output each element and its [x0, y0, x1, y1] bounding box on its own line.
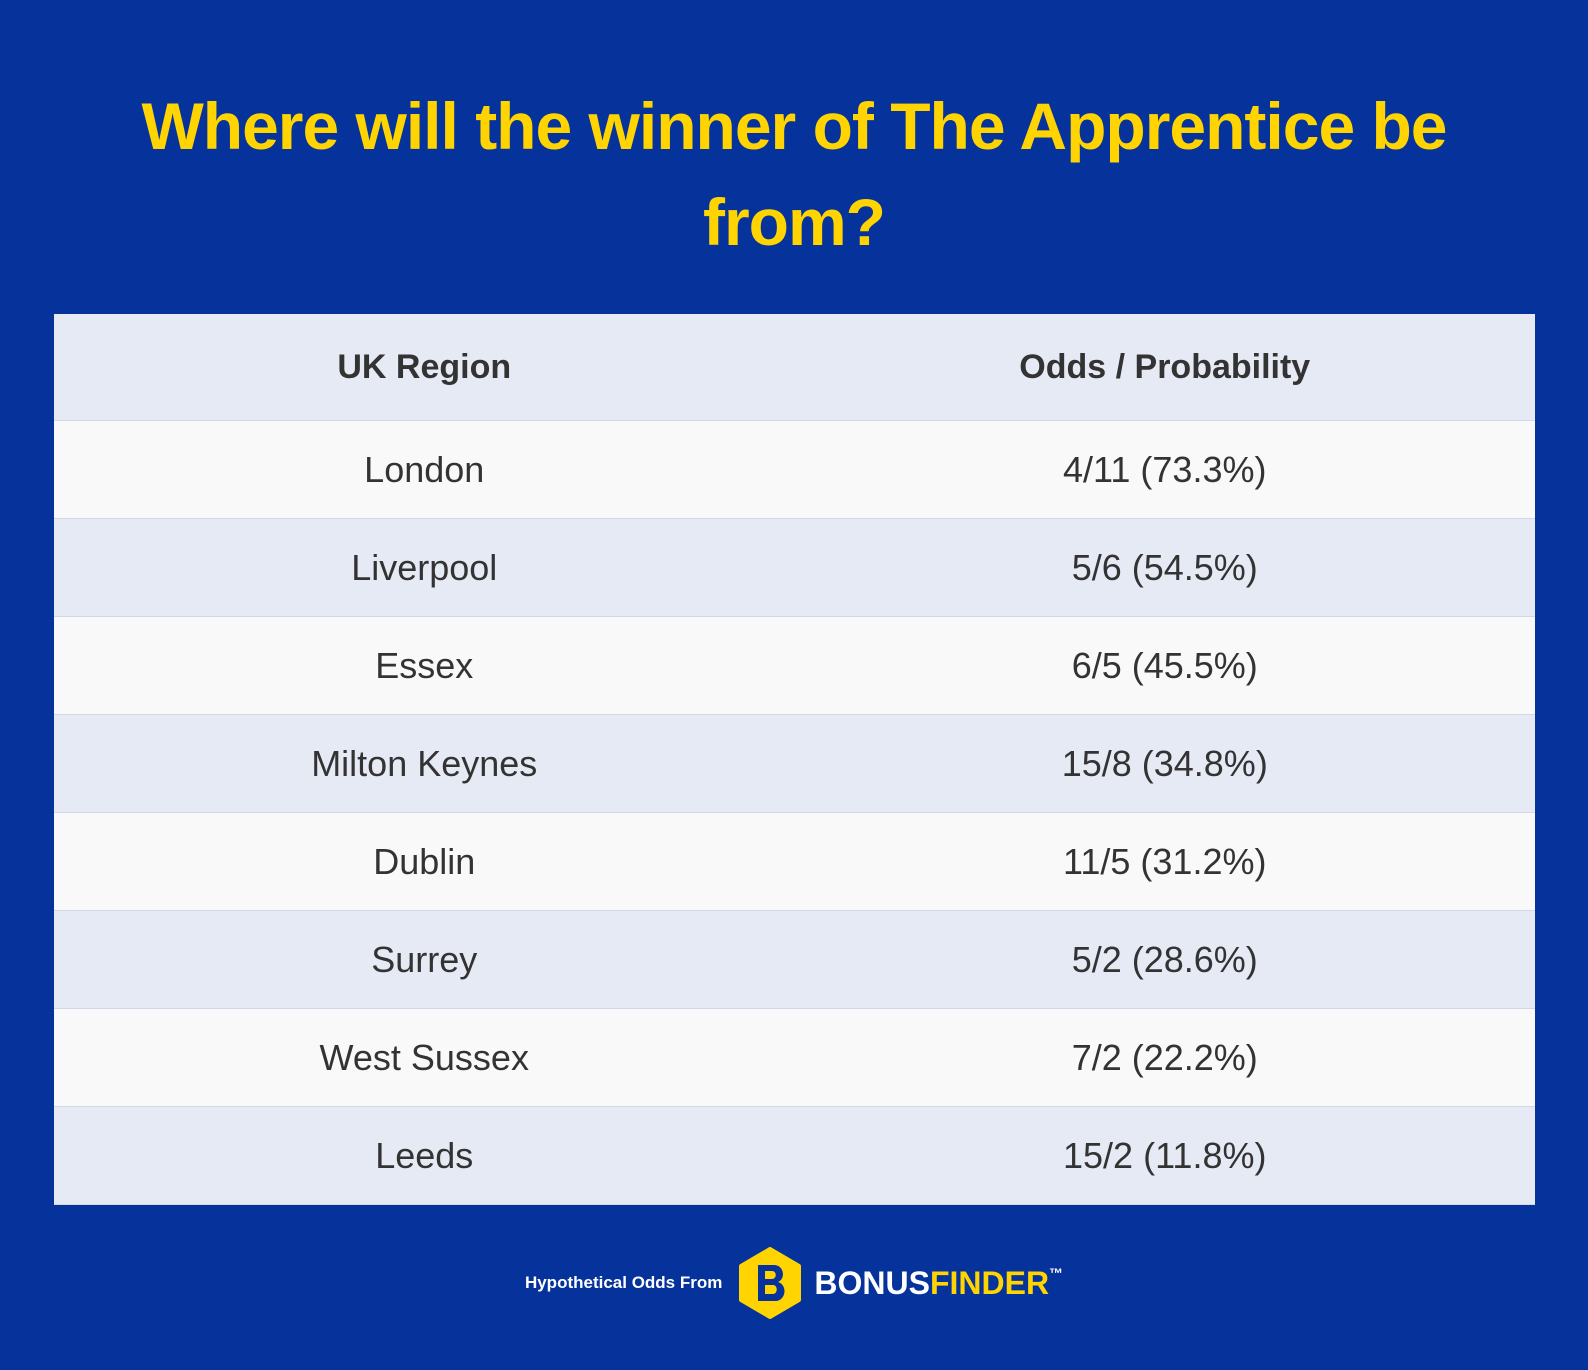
logo-text: BONUS — [814, 1264, 930, 1301]
region-cell: Liverpool — [54, 518, 795, 617]
logo-text: FINDER — [929, 1264, 1050, 1301]
table-row: London 4/11 (73.3%) — [54, 420, 1535, 519]
source-note: Hypothetical Odds From — [524, 1273, 723, 1292]
trademark: ™ — [1049, 1264, 1064, 1281]
region-cell: West Sussex — [54, 1008, 795, 1107]
odds-cell: 6/5 (45.5%) — [794, 616, 1535, 715]
odds-cell: 5/6 (54.5%) — [794, 518, 1535, 617]
odds-cell: 15/2 (11.8%) — [794, 1106, 1535, 1205]
table-row: West Sussex 7/2 (22.2%) — [54, 1008, 1535, 1107]
header-row: UK Region Odds / Probability — [54, 314, 1535, 421]
table-row: Surrey 5/2 (28.6%) — [54, 910, 1535, 1009]
region-cell: Milton Keynes — [54, 714, 795, 813]
column-header: Odds / Probability — [794, 314, 1535, 421]
region-cell: Leeds — [54, 1106, 795, 1205]
region-cell: Surrey — [54, 910, 795, 1009]
table-row: Liverpool 5/6 (54.5%) — [54, 518, 1535, 617]
title: Where will the winner of The Apprentice … — [141, 89, 1447, 259]
odds-table: UK Region Odds / Probability London 4/11 … — [54, 314, 1535, 1205]
odds-cell: 5/2 (28.6%) — [794, 910, 1535, 1009]
logo: BONUSFINDER™ — [814, 1265, 1063, 1302]
table-row: Leeds 15/2 (11.8%) — [54, 1106, 1535, 1205]
table-row: Dublin 11/5 (31.2%) — [54, 812, 1535, 911]
footer: Hypothetical Odds From BONUSFINDER™ — [0, 1243, 1588, 1323]
table-row: Milton Keynes 15/8 (34.8%) — [54, 714, 1535, 813]
region-cell: Essex — [54, 616, 795, 715]
odds-cell: 4/11 (73.3%) — [794, 420, 1535, 519]
region-cell: London — [54, 420, 795, 519]
column-header: UK Region — [54, 314, 795, 421]
odds-cell: 11/5 (31.2%) — [794, 812, 1535, 911]
odds-cell: 15/8 (34.8%) — [794, 714, 1535, 813]
table-row: Essex 6/5 (45.5%) — [54, 616, 1535, 715]
region-cell: Dublin — [54, 812, 795, 911]
odds-cell: 7/2 (22.2%) — [794, 1008, 1535, 1107]
logo-icon — [739, 1247, 802, 1319]
